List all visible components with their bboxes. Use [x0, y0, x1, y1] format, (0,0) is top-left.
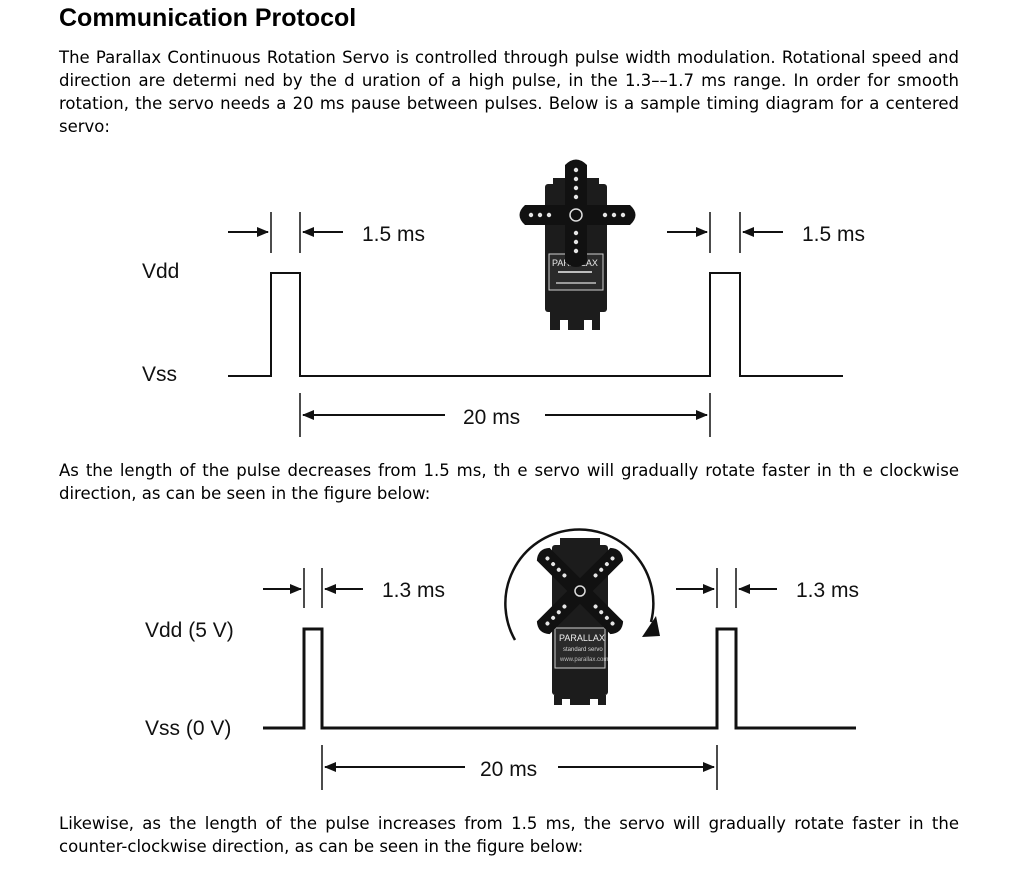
section-heading: Communication Protocol	[59, 4, 357, 32]
pulse-waveform	[263, 627, 856, 730]
label-period: 20 ms	[463, 406, 520, 429]
label-pulse-width-left: 1.3 ms	[382, 579, 445, 602]
label-pulse-width-left: 1.5 ms	[362, 223, 425, 246]
servo-icon: PARALLAX standard servo www.parallax.com	[504, 528, 660, 705]
paragraph-intro: The Parallax Continuous Rotation Servo i…	[59, 48, 959, 136]
paragraph-counterclockwise: Likewise, as the length of the pulse inc…	[59, 814, 959, 856]
servo-sub-label: standard servo	[563, 647, 603, 653]
label-period: 20 ms	[480, 758, 537, 781]
timing-diagram-clockwise: Vdd (5 V) Vss (0 V) 1.3 ms 1.3 ms 20 ms …	[145, 528, 859, 790]
pulse-waveform	[228, 272, 843, 377]
label-pulse-width-right: 1.5 ms	[802, 223, 865, 246]
servo-url-label: www.parallax.com	[559, 657, 608, 663]
timing-diagram-centered: Vdd Vss 1.5 ms 1.5 ms 20 ms PARALLAX	[142, 159, 865, 437]
label-vdd: Vdd (5 V)	[145, 619, 234, 642]
label-vdd: Vdd	[142, 260, 179, 283]
clockwise-rotation-icon	[504, 528, 655, 641]
paragraph-clockwise: As the length of the pulse decreases fro…	[59, 461, 959, 503]
label-vss: Vss	[142, 363, 177, 386]
servo-icon: PARALLAX	[519, 159, 636, 330]
label-vss: Vss (0 V)	[145, 717, 231, 740]
label-pulse-width-right: 1.3 ms	[796, 579, 859, 602]
servo-brand-label: PARALLAX	[559, 633, 605, 643]
